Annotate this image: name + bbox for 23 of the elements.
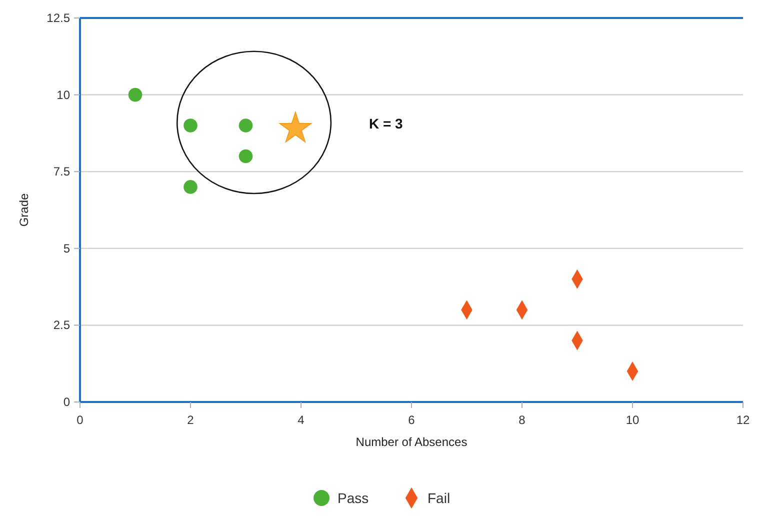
x-axis-title: Number of Absences	[356, 435, 468, 449]
legend-label: Fail	[428, 490, 450, 506]
y-tick-label: 10	[56, 88, 70, 102]
point	[184, 180, 198, 194]
x-tick-label: 10	[626, 413, 640, 427]
x-tick-label: 6	[408, 413, 416, 427]
y-tick-label: 0	[63, 395, 70, 409]
point	[238, 149, 253, 164]
x-tick-label: 4	[298, 413, 305, 427]
y-tick-label: 5	[63, 241, 70, 256]
point	[238, 118, 253, 132]
x-tick-label: 0	[76, 413, 84, 427]
legend-label: Pass	[338, 490, 369, 506]
x-tick-label: 12	[736, 413, 750, 427]
y-axis-title: Grade	[17, 193, 31, 227]
point	[128, 88, 142, 102]
x-tick-label: 2	[187, 413, 194, 427]
y-tick-label: 12.5	[46, 11, 70, 25]
x-tick-label: 8	[518, 413, 526, 427]
point	[184, 118, 198, 132]
annotation: K = 3	[368, 115, 404, 132]
y-tick-label: 7.5	[53, 164, 70, 179]
y-tick-label: 2.5	[53, 318, 70, 332]
